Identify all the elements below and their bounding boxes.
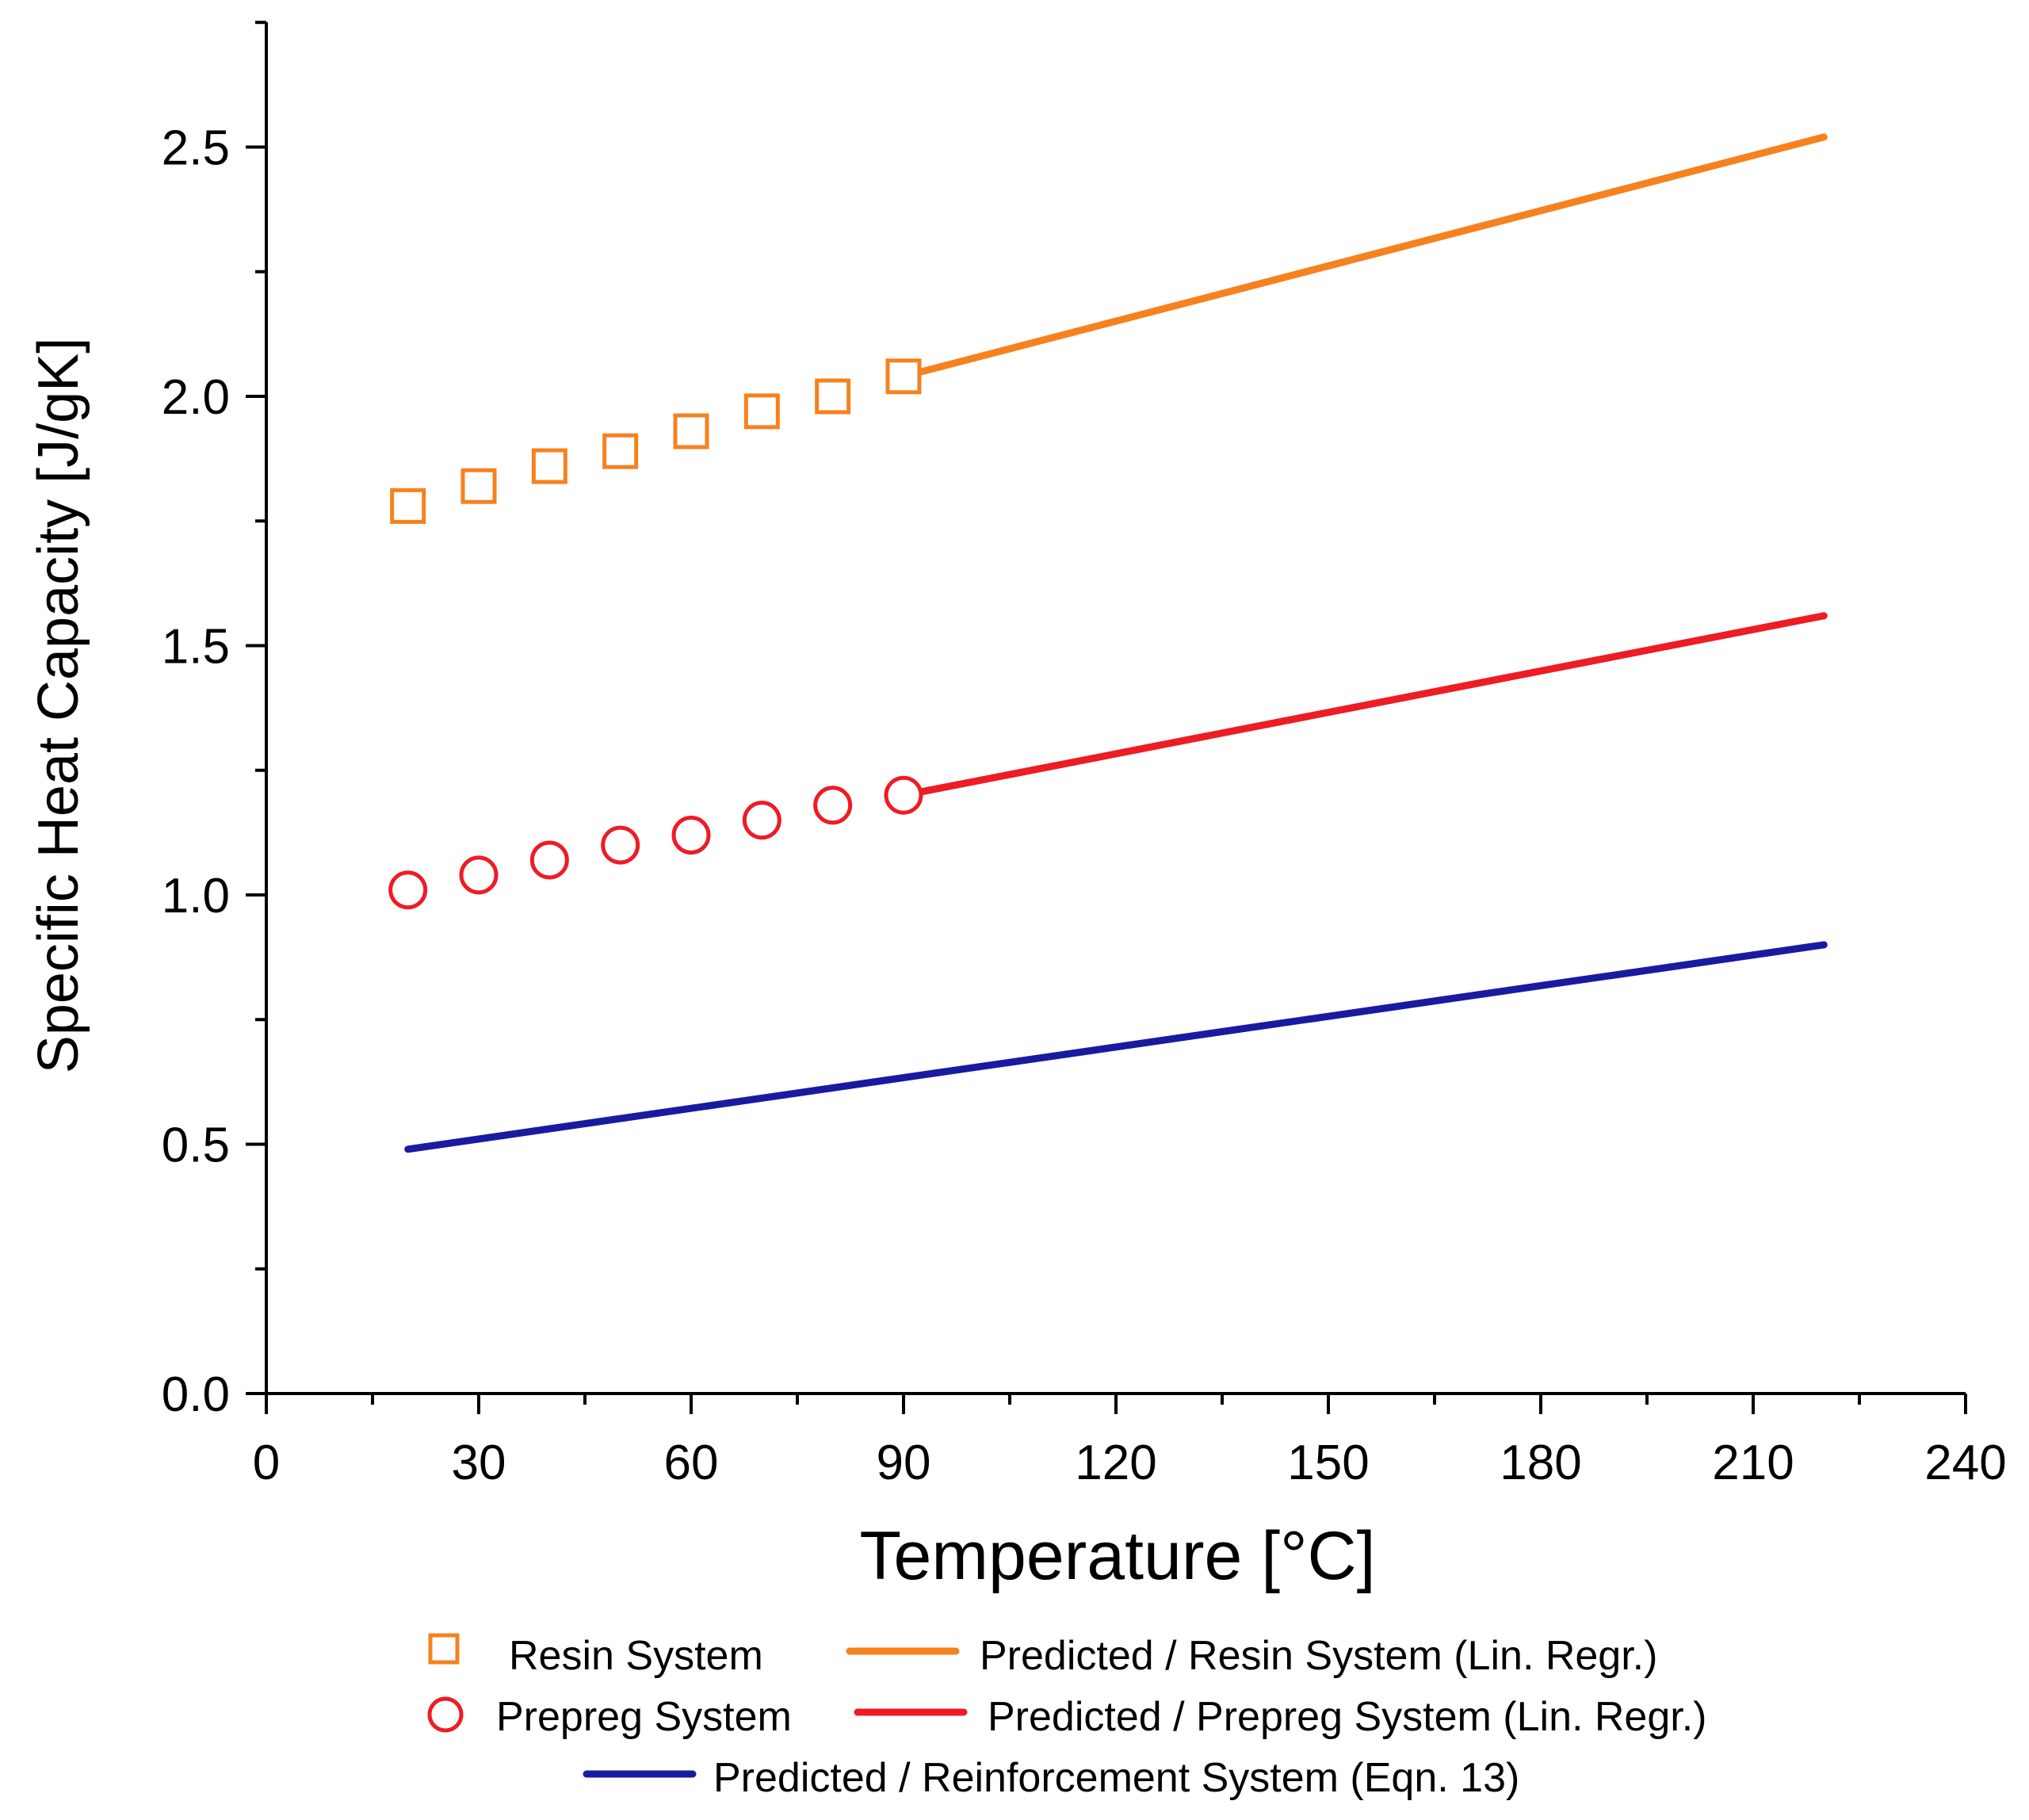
data-point-prepreg-system xyxy=(884,775,923,815)
data-point-prepreg-system xyxy=(529,840,569,880)
axes xyxy=(265,22,1966,1395)
legend-label-predicted-resin: Predicted / Resin System (Lin. Regr.) xyxy=(980,1633,1657,1679)
series-line-predicted-reinforcement-system-eqn-13 xyxy=(404,941,1828,1153)
x-tick-label: 120 xyxy=(1075,1436,1156,1490)
data-point-resin-system xyxy=(743,393,780,430)
data-point-resin-system xyxy=(460,468,497,504)
legend: Resin System Predicted / Resin System (L… xyxy=(427,1633,1707,1801)
data-point-resin-system xyxy=(885,358,922,395)
legend-symbol-prepreg-system xyxy=(427,1696,464,1733)
x-tick-label: 0 xyxy=(253,1436,280,1490)
x-tick-label: 150 xyxy=(1287,1436,1369,1490)
y-axis-title: Specific Heat Capacity [J/gK] xyxy=(27,338,90,1073)
data-point-resin-system xyxy=(602,433,639,469)
legend-symbol-resin-system xyxy=(428,1633,460,1665)
x-tick-label: 240 xyxy=(1924,1436,2006,1490)
x-axis-title: Temperature [°C] xyxy=(860,1518,1376,1594)
legend-label-predicted-reinforcement: Predicted / Reinforcement System (Eqn. 1… xyxy=(713,1755,1519,1801)
y-tick-label: 2.5 xyxy=(162,121,230,176)
x-tick-label: 210 xyxy=(1712,1436,1794,1490)
data-point-prepreg-system xyxy=(459,855,499,895)
y-tick-label: 0.0 xyxy=(162,1367,230,1422)
data-point-resin-system xyxy=(531,448,567,484)
tick-labels: 0 30 60 90 120 150 180 210 240 0.0 0.5 1.0 1.5 2.0 2.5 xyxy=(162,121,2007,1491)
y-tick-label: 0.5 xyxy=(162,1118,230,1173)
x-tick-label: 90 xyxy=(877,1436,931,1490)
y-tick-label: 1.5 xyxy=(162,620,230,675)
x-tick-label: 60 xyxy=(664,1436,719,1490)
data-point-resin-system xyxy=(815,378,851,415)
x-tick-label: 30 xyxy=(452,1436,506,1490)
x-tick-label: 180 xyxy=(1500,1436,1581,1490)
legend-label-prepreg-system: Prepreg System xyxy=(496,1694,792,1740)
data-point-prepreg-system xyxy=(813,786,853,825)
legend-label-predicted-prepreg: Predicted / Prepreg System (Lin. Regr.) xyxy=(988,1694,1707,1740)
data-point-prepreg-system xyxy=(601,825,640,865)
data-point-resin-system xyxy=(390,488,426,524)
data-point-resin-system xyxy=(673,413,709,449)
tick-marks xyxy=(246,21,1967,1414)
data-point-prepreg-system xyxy=(388,870,428,910)
plot-area xyxy=(388,133,1828,1153)
series-line-predicted-prepreg-system-lin-regr xyxy=(900,612,1828,799)
series-line-predicted-resin-system-lin-regr xyxy=(900,133,1828,380)
data-point-prepreg-system xyxy=(742,801,781,840)
legend-label-resin-system: Resin System xyxy=(509,1633,763,1679)
y-tick-label: 1.0 xyxy=(162,869,230,923)
y-tick-label: 2.0 xyxy=(162,370,230,425)
data-point-prepreg-system xyxy=(671,816,711,855)
